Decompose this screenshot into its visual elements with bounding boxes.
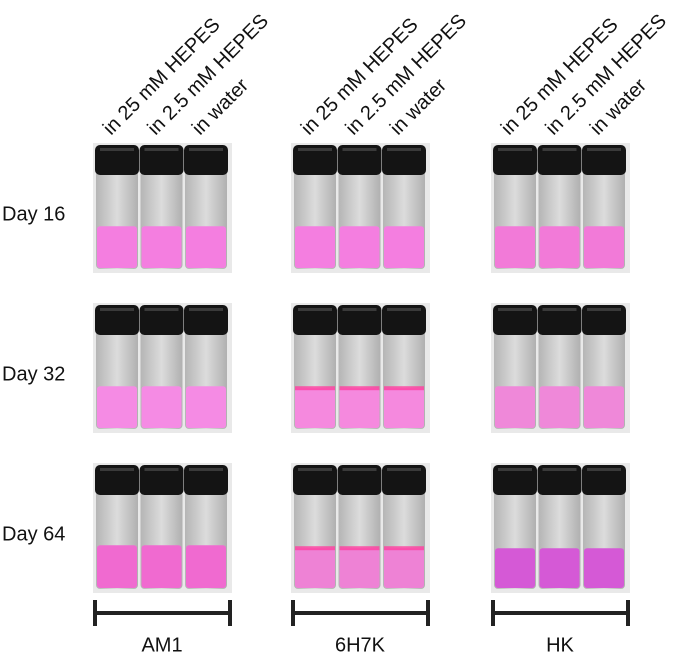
vial-liquid xyxy=(384,388,424,428)
vial-cap-shine xyxy=(342,468,377,471)
vial-liquid xyxy=(141,226,182,268)
vial-cap xyxy=(184,465,228,495)
vial-band xyxy=(295,386,335,391)
vial-band xyxy=(295,546,335,551)
vial-liquid xyxy=(339,388,380,428)
vial-liquid xyxy=(539,226,580,268)
vial-liquid xyxy=(384,226,424,268)
vial-cap xyxy=(139,305,184,335)
vial-cap xyxy=(95,465,139,495)
vial-liquid xyxy=(384,548,424,588)
vial-cap-shine xyxy=(144,308,179,311)
vial-cap-shine xyxy=(298,308,332,311)
vial-cap xyxy=(293,145,337,175)
vial-cap-shine xyxy=(498,148,532,151)
vial-cap xyxy=(493,465,537,495)
vial-cap-shine xyxy=(387,308,421,311)
vial-cap xyxy=(537,145,582,175)
vial-cap-shine xyxy=(498,308,532,311)
vial-cap xyxy=(293,305,337,335)
vial-liquid xyxy=(539,386,580,428)
group-label: HK xyxy=(546,634,574,656)
vial-cap xyxy=(382,465,426,495)
vial-cap-shine xyxy=(587,468,621,471)
vial-cap xyxy=(493,305,537,335)
vial-cap xyxy=(582,305,626,335)
vial-cap-shine xyxy=(100,468,134,471)
vial-cap-shine xyxy=(587,148,621,151)
vial-cap xyxy=(95,305,139,335)
vial-cap xyxy=(184,145,228,175)
vial-liquid xyxy=(584,226,624,268)
vial-liquid xyxy=(97,545,137,588)
vial-cap xyxy=(382,305,426,335)
group-label: 6H7K xyxy=(335,634,386,656)
vial-cap xyxy=(337,305,382,335)
vial-cap xyxy=(184,305,228,335)
vial-cap xyxy=(337,465,382,495)
vial-cap-shine xyxy=(587,308,621,311)
vial-band xyxy=(384,386,424,391)
vial-cap-shine xyxy=(189,148,223,151)
vial-liquid xyxy=(141,545,182,588)
vial-cap xyxy=(493,145,537,175)
vial-cap-shine xyxy=(387,468,421,471)
vial-cap xyxy=(293,465,337,495)
vial-liquid xyxy=(295,226,335,268)
vial-liquid xyxy=(186,226,226,268)
vial-cap-shine xyxy=(498,468,532,471)
vial-band xyxy=(384,546,424,551)
vial-liquid xyxy=(584,548,624,588)
vial-cap-shine xyxy=(100,148,134,151)
vial-cap-shine xyxy=(542,308,577,311)
row-label: Day 32 xyxy=(2,363,65,385)
vial-cap-shine xyxy=(542,468,577,471)
vial-cap xyxy=(139,465,184,495)
vial-liquid xyxy=(186,386,226,428)
vial-band xyxy=(339,546,380,551)
vial-cap xyxy=(337,145,382,175)
vial-cap xyxy=(139,145,184,175)
vial-cap-shine xyxy=(542,148,577,151)
vial-liquid xyxy=(495,548,535,588)
vial-liquid xyxy=(539,548,580,588)
vial-liquid xyxy=(495,226,535,268)
vial-cap-shine xyxy=(298,468,332,471)
vial-cap xyxy=(95,145,139,175)
vial-cap xyxy=(582,465,626,495)
vial-cap-shine xyxy=(342,308,377,311)
vial-liquid xyxy=(97,386,137,428)
vial-cap xyxy=(382,145,426,175)
vial-cap-shine xyxy=(144,148,179,151)
group-label: AM1 xyxy=(141,634,182,656)
vial-liquid xyxy=(295,548,335,588)
vial-liquid xyxy=(186,545,226,588)
vial-cap xyxy=(582,145,626,175)
vial-cap xyxy=(537,305,582,335)
vial-liquid xyxy=(495,386,535,428)
row-label: Day 16 xyxy=(2,203,65,225)
vial-cap-shine xyxy=(298,148,332,151)
vial-liquid xyxy=(141,386,182,428)
vial-cap-shine xyxy=(144,468,179,471)
vial-liquid xyxy=(339,548,380,588)
vial-cap-shine xyxy=(189,468,223,471)
vial-cap-shine xyxy=(189,308,223,311)
vial-band xyxy=(339,386,380,391)
vial-liquid xyxy=(339,226,380,268)
vial-liquid xyxy=(584,386,624,428)
vial-cap-shine xyxy=(387,148,421,151)
row-label: Day 64 xyxy=(2,523,65,545)
vial-liquid xyxy=(97,226,137,268)
vial-cap-shine xyxy=(100,308,134,311)
vial-cap xyxy=(537,465,582,495)
vial-cap-shine xyxy=(342,148,377,151)
vial-liquid xyxy=(295,388,335,428)
